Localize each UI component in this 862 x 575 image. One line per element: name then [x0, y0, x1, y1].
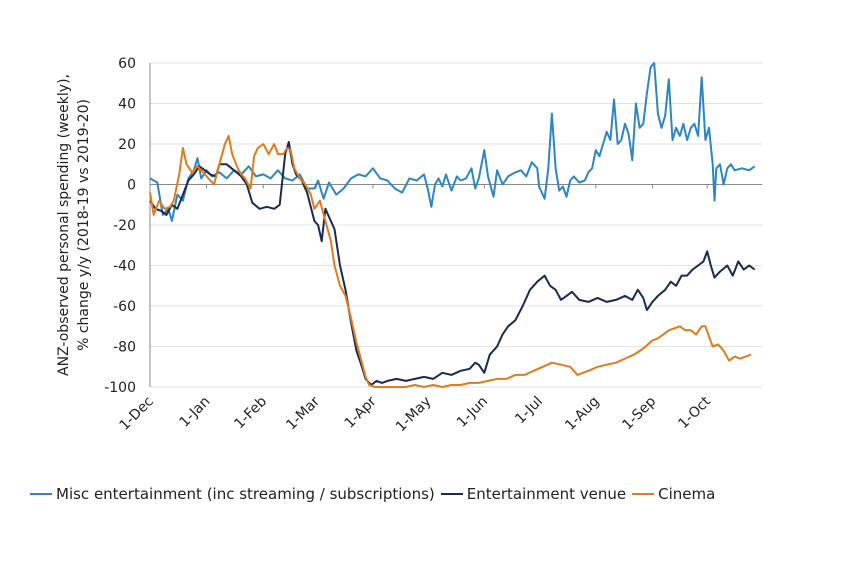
y-tick-label: -80 — [113, 340, 136, 356]
series-line-cinema — [149, 134, 752, 388]
y-tick-label: 0 — [127, 178, 136, 194]
legend-swatch-venue — [440, 493, 463, 495]
series-line-entertainment-venue — [149, 141, 756, 386]
x-tick-label: 1-Jul — [512, 394, 546, 428]
y-tick-label: -40 — [113, 259, 136, 275]
y-axis-label-line2: % change y/y (2018-19 vs 2019-20) — [76, 99, 92, 351]
gridlines — [150, 62, 762, 388]
legend-label-misc: Misc entertainment (inc streaming / subs… — [56, 485, 435, 503]
series-lines — [149, 62, 756, 388]
y-tick-label: 20 — [118, 137, 136, 153]
legend-label-venue: Entertainment venue — [466, 485, 627, 503]
legend-swatch-cinema — [632, 493, 655, 495]
y-tick-labels: 60 40 20 0 -20 -40 -60 -80 -100 — [104, 56, 136, 396]
y-axis-label-line1: ANZ-observed personal spending (weekly), — [56, 74, 72, 376]
legend-item-entertainment-venue: Entertainment venue — [440, 485, 627, 503]
x-tick-label: 1-Sep — [619, 393, 659, 433]
y-tick-label: -100 — [104, 380, 136, 396]
x-tick-label: 1-May — [393, 394, 435, 436]
y-tick-label: 40 — [118, 97, 136, 113]
y-tick-label: -60 — [113, 299, 136, 315]
y-tick-label: 60 — [118, 56, 136, 72]
x-tick-label: 1-Jan — [176, 394, 213, 431]
x-tick-label: 1-Oct — [675, 393, 714, 432]
y-tick-label: -20 — [113, 218, 136, 234]
legend-swatch-misc — [30, 493, 52, 495]
x-tick-label: 1-Feb — [231, 393, 270, 432]
x-tick-label: 1-Aug — [562, 394, 602, 434]
legend-item-misc-entertainment: Misc entertainment (inc streaming / subs… — [30, 485, 435, 503]
legend: Misc entertainment (inc streaming / subs… — [30, 485, 721, 503]
x-tick-label: 1-Dec — [116, 394, 156, 434]
axes — [149, 63, 762, 387]
x-tick-labels: 1-Dec 1-Jan 1-Feb 1-Mar 1-Apr 1-May 1-Jun 1-Jul… — [116, 393, 714, 435]
series-line-misc-entertainment — [149, 62, 756, 222]
legend-item-cinema: Cinema — [632, 485, 715, 503]
legend-label-cinema: Cinema — [658, 485, 716, 503]
x-tick-label: 1-Apr — [342, 393, 380, 431]
x-tick-label: 1-Jun — [454, 394, 491, 431]
x-tick-label: 1-Mar — [283, 393, 323, 433]
